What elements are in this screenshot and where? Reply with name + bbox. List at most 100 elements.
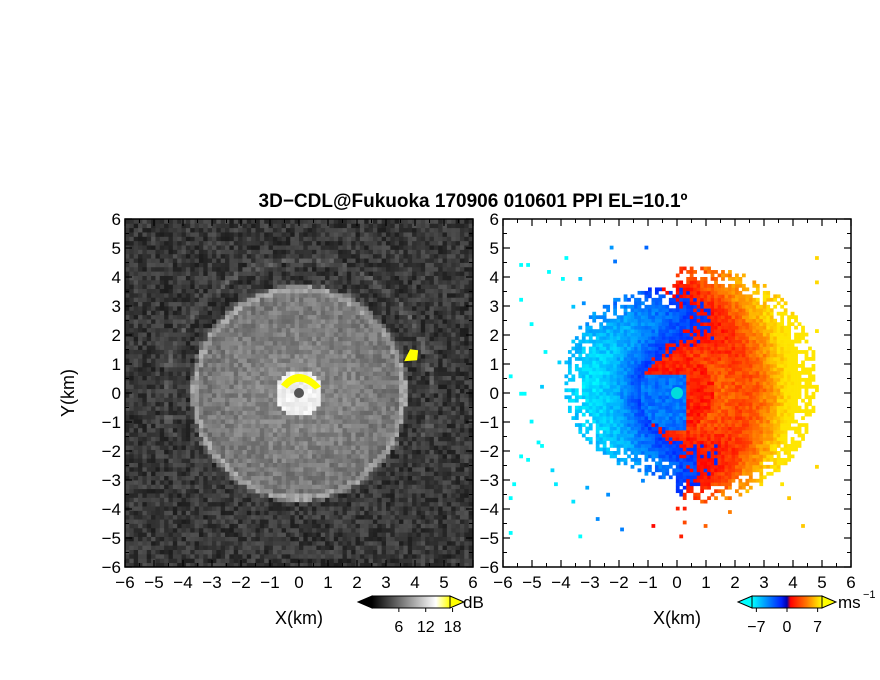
reflectivity-cell xyxy=(294,497,300,503)
reflectivity-cell xyxy=(233,323,239,329)
reflectivity-cell xyxy=(320,297,326,303)
reflectivity-cell xyxy=(303,362,309,368)
reflectivity-cell xyxy=(242,219,248,224)
reflectivity-cell xyxy=(329,414,335,420)
reflectivity-cell xyxy=(277,366,282,372)
reflectivity-cell xyxy=(277,310,282,316)
reflectivity-cell xyxy=(220,506,226,511)
reflectivity-cell xyxy=(251,532,256,537)
reflectivity-cell xyxy=(272,327,278,333)
reflectivity-cell xyxy=(229,527,235,533)
reflectivity-cell xyxy=(277,219,282,224)
reflectivity-cell xyxy=(346,493,352,498)
reflectivity-cell xyxy=(268,366,274,372)
reflectivity-cell xyxy=(320,545,326,550)
reflectivity-cell xyxy=(125,279,130,285)
reflectivity-cell xyxy=(294,401,300,407)
reflectivity-cell xyxy=(181,258,187,263)
reflectivity-cell xyxy=(133,519,139,524)
reflectivity-cell xyxy=(299,223,304,229)
reflectivity-cell xyxy=(203,332,209,337)
reflectivity-cell xyxy=(359,366,365,372)
reflectivity-cell xyxy=(133,480,139,485)
reflectivity-cell xyxy=(264,475,269,481)
reflectivity-cell xyxy=(251,445,256,450)
reflectivity-cell xyxy=(203,549,209,555)
reflectivity-cell xyxy=(325,497,330,503)
reflectivity-cell xyxy=(281,527,287,533)
reflectivity-cell xyxy=(194,223,200,229)
reflectivity-cell xyxy=(181,475,187,481)
reflectivity-cell xyxy=(312,262,317,268)
reflectivity-cell xyxy=(390,227,396,233)
reflectivity-cell xyxy=(242,519,248,524)
reflectivity-cell xyxy=(212,406,217,411)
reflectivity-cell xyxy=(181,366,187,372)
reflectivity-cell xyxy=(216,523,222,529)
reflectivity-cell xyxy=(194,310,200,316)
reflectivity-cell xyxy=(138,249,143,255)
reflectivity-cell xyxy=(151,449,156,455)
reflectivity-cell xyxy=(277,484,282,490)
reflectivity-cell xyxy=(386,323,391,329)
reflectivity-cell xyxy=(159,388,165,394)
reflectivity-cell xyxy=(159,375,165,381)
reflectivity-cell xyxy=(303,279,309,285)
reflectivity-cell xyxy=(212,553,217,559)
reflectivity-cell xyxy=(351,349,356,355)
reflectivity-cell xyxy=(377,258,383,263)
reflectivity-cell xyxy=(346,375,352,381)
reflectivity-cell xyxy=(312,397,317,403)
reflectivity-cell xyxy=(285,506,291,511)
reflectivity-cell xyxy=(225,258,230,263)
reflectivity-cell xyxy=(272,436,278,442)
reflectivity-cell xyxy=(342,245,348,250)
reflectivity-cell xyxy=(181,449,187,455)
reflectivity-cell xyxy=(346,310,352,316)
reflectivity-cell xyxy=(185,558,191,564)
reflectivity-cell xyxy=(185,266,191,272)
reflectivity-cell xyxy=(172,549,178,555)
reflectivity-cell xyxy=(133,358,139,363)
reflectivity-cell xyxy=(155,445,161,450)
reflectivity-cell xyxy=(320,414,326,420)
reflectivity-cell xyxy=(220,540,226,546)
reflectivity-cell xyxy=(381,327,387,333)
reflectivity-cell xyxy=(359,349,365,355)
reflectivity-cell xyxy=(238,458,243,463)
reflectivity-cell xyxy=(212,301,217,307)
reflectivity-cell xyxy=(233,310,239,316)
reflectivity-cell xyxy=(229,497,235,503)
reflectivity-cell xyxy=(185,514,191,520)
reflectivity-cell xyxy=(212,471,217,477)
reflectivity-cell xyxy=(142,393,148,398)
reflectivity-cell xyxy=(390,327,396,333)
reflectivity-cell xyxy=(251,545,256,550)
reflectivity-cell xyxy=(272,345,278,350)
reflectivity-cell xyxy=(346,371,352,376)
reflectivity-cell xyxy=(264,271,269,276)
reflectivity-cell xyxy=(351,406,356,411)
reflectivity-cell xyxy=(172,358,178,363)
reflectivity-cell xyxy=(259,332,265,337)
reflectivity-cell xyxy=(351,223,356,229)
reflectivity-cell xyxy=(138,240,143,246)
reflectivity-cell xyxy=(246,514,252,520)
reflectivity-cell xyxy=(203,453,209,459)
reflectivity-cell xyxy=(316,414,322,420)
reflectivity-cell xyxy=(316,462,322,468)
reflectivity-cell xyxy=(172,327,178,333)
reflectivity-cell xyxy=(129,466,135,472)
reflectivity-cell xyxy=(255,249,261,255)
reflectivity-cell xyxy=(294,332,300,337)
reflectivity-cell xyxy=(333,258,339,263)
reflectivity-cell xyxy=(181,545,187,550)
reflectivity-cell xyxy=(233,353,239,359)
reflectivity-cell xyxy=(177,358,182,363)
reflectivity-cell xyxy=(338,236,343,242)
reflectivity-cell xyxy=(233,262,239,268)
reflectivity-cell xyxy=(181,401,187,407)
reflectivity-cell xyxy=(355,562,361,567)
reflectivity-cell xyxy=(312,497,317,503)
reflectivity-cell xyxy=(138,488,143,494)
